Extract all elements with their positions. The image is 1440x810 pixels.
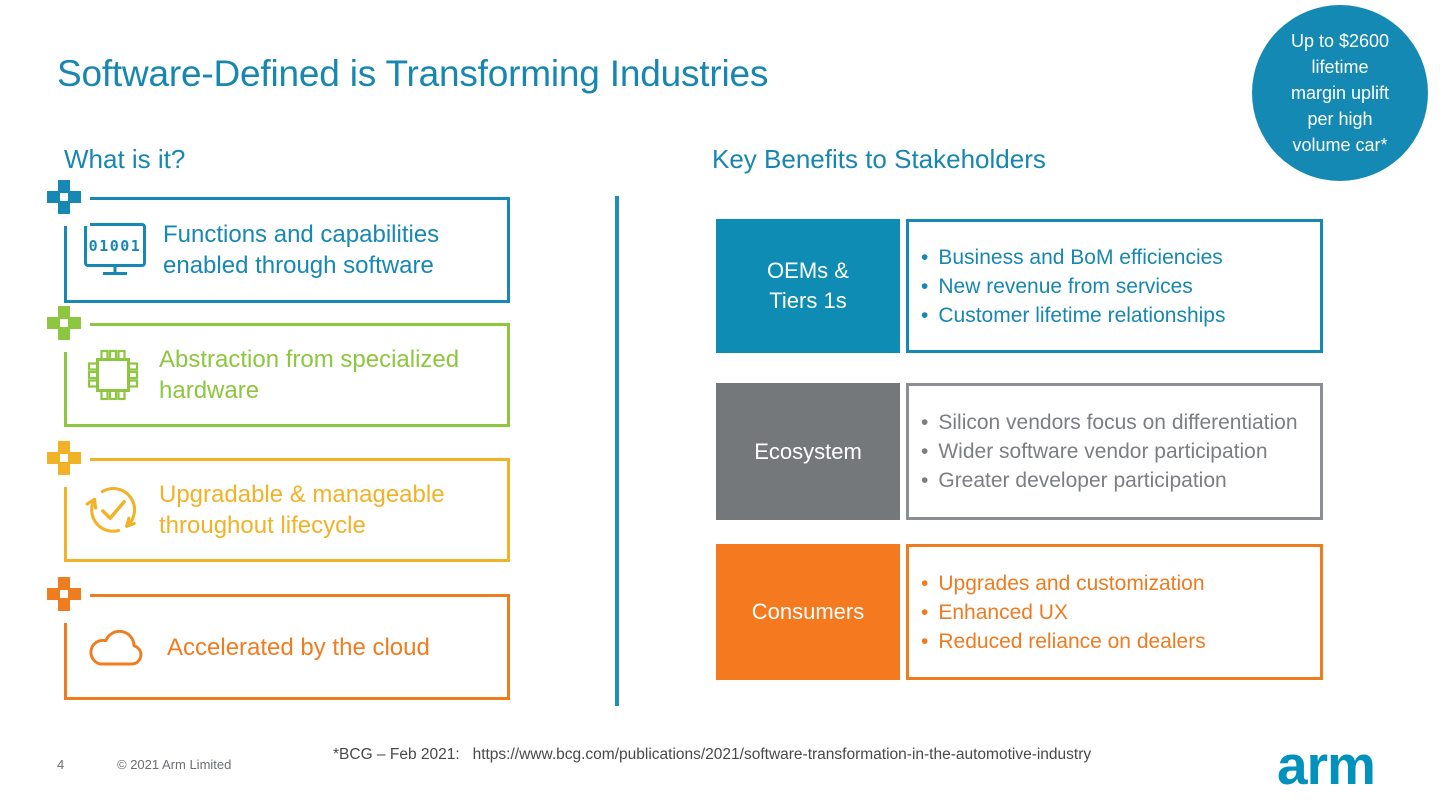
benefit-row-ecosystem: Ecosystem • Silicon vendors focus on diff…: [716, 383, 1323, 520]
bullet-item: • Business and BoM efficiencies: [921, 243, 1320, 272]
bullet-dot: •: [921, 303, 929, 327]
cloud-icon: [89, 629, 143, 666]
margin-uplift-badge: Up to $2600 lifetime margin uplift per h…: [1252, 5, 1428, 181]
right-section-heading: Key Benefits to Stakeholders: [712, 144, 1046, 174]
chip-icon: [87, 349, 139, 401]
monitor-code-icon: 01001: [84, 223, 146, 275]
bullet-item: • Reduced reliance on dealers: [921, 627, 1320, 656]
bullet-text: Reduced reliance on dealers: [938, 629, 1206, 653]
plus-icon: [47, 180, 81, 214]
svg-text:01001: 01001: [89, 237, 142, 255]
plus-icon: [47, 577, 81, 611]
feature-text: Abstraction from specialized hardware: [159, 346, 460, 404]
bullet-dot: •: [921, 629, 929, 653]
bullet-dot: •: [921, 411, 929, 434]
bullet-item: • Enhanced UX: [921, 598, 1320, 627]
bullet-text: Customer lifetime relationships: [938, 303, 1226, 327]
bullet-item: • Customer lifetime relationships: [921, 301, 1320, 330]
bullet-text: Upgrades and customization: [938, 571, 1205, 595]
benefit-bullets: • Silicon vendors focus on differentiatio…: [906, 383, 1323, 520]
feature-box-software-functions: 01001 Functions and capabilities enabled…: [47, 180, 510, 303]
bullet-text: Greater developer participation: [938, 469, 1227, 492]
arm-logo: arm: [1277, 734, 1376, 796]
benefit-bullets: • Business and BoM efficiencies • New reve…: [906, 219, 1323, 353]
bullet-item: • Silicon vendors focus on differentiatio…: [921, 408, 1320, 437]
bullet-dot: •: [921, 571, 929, 595]
benefit-bullets: • Upgrades and customization • Enhanced UX…: [906, 544, 1323, 680]
benefit-row-consumers: Consumers • Upgrades and customization • E…: [716, 544, 1323, 680]
lifecycle-check-icon: [85, 487, 137, 533]
feature-text: Upgradable & manageable throughout lifec…: [159, 481, 445, 539]
bullet-item: • Upgrades and customization: [921, 569, 1320, 598]
bullet-dot: •: [921, 469, 929, 492]
bullet-item: • Greater developer participation: [921, 466, 1320, 495]
benefit-label: Ecosystem: [716, 383, 900, 520]
source-citation: *BCG – Feb 2021: https://www.bcg.com/pub…: [333, 746, 1092, 763]
feature-text: Accelerated by the cloud: [167, 633, 430, 661]
feature-box-hardware-abstraction: Abstraction from specialized hardware: [47, 306, 510, 427]
left-section-heading: What is it?: [64, 144, 186, 174]
feature-box-upgradable-lifecycle: Upgradable & manageable throughout lifec…: [47, 441, 510, 562]
slide-title: Software-Defined is Transforming Industr…: [57, 53, 769, 94]
page-number: 4: [57, 757, 65, 772]
plus-icon: [47, 441, 81, 475]
column-divider: [615, 196, 619, 706]
feature-box-cloud: Accelerated by the cloud: [47, 577, 510, 700]
bullet-text: New revenue from services: [938, 274, 1193, 298]
bullet-dot: •: [921, 245, 929, 269]
bullet-item: • New revenue from services: [921, 272, 1320, 301]
copyright-text: © 2021 Arm Limited: [117, 757, 232, 772]
benefit-label: Consumers: [716, 544, 900, 680]
bullet-text: Enhanced UX: [938, 600, 1068, 624]
bullet-dot: •: [921, 274, 929, 298]
benefit-label: OEMs & Tiers 1s: [716, 219, 900, 353]
bullet-text: Business and BoM efficiencies: [938, 245, 1223, 269]
bullet-dot: •: [921, 440, 929, 463]
plus-icon: [47, 306, 81, 340]
bullet-text: Wider software vendor participation: [938, 440, 1268, 463]
feature-text: Functions and capabilities enabled throu…: [163, 221, 440, 279]
bullet-text: Silicon vendors focus on differentiation: [938, 411, 1298, 434]
bullet-item: • Wider software vendor participation: [921, 437, 1320, 466]
bullet-dot: •: [921, 600, 929, 624]
benefit-row-oems: OEMs & Tiers 1s • Business and BoM effici…: [716, 219, 1323, 353]
